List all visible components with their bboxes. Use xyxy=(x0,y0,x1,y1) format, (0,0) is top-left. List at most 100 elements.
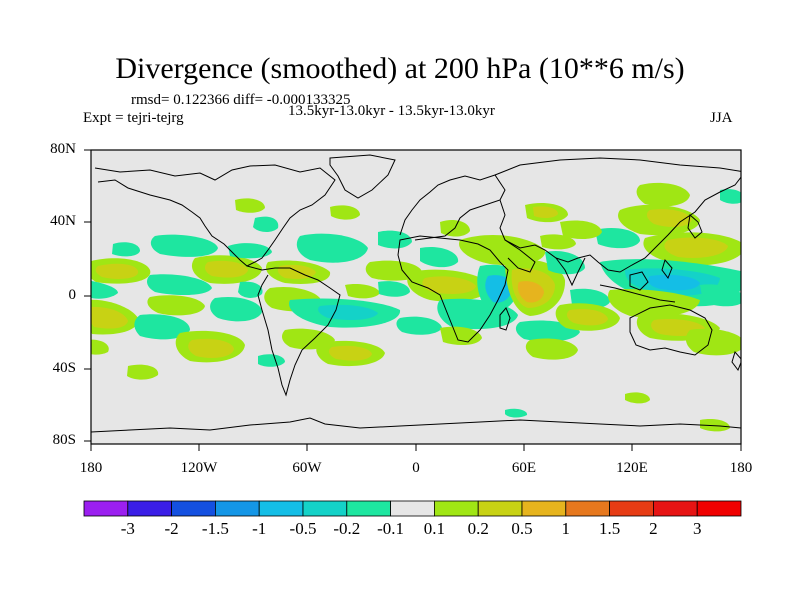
contour-pos xyxy=(685,328,741,356)
x-tick-label: 180 xyxy=(729,460,753,476)
contour-pos xyxy=(566,309,608,326)
colorbar-swatch xyxy=(609,500,654,517)
contour-pos xyxy=(365,260,422,281)
y-tick-label: 40N xyxy=(50,213,76,229)
contour-pos xyxy=(91,306,128,329)
coastline-madagascar xyxy=(499,307,511,331)
contour-pos xyxy=(646,209,692,228)
contour-neg xyxy=(378,281,410,297)
contour-neg xyxy=(720,189,741,204)
experiment-text: Expt = tejri-tejrg xyxy=(83,110,184,126)
coastline-arabia xyxy=(504,239,536,273)
coastline-asia xyxy=(494,157,741,273)
colorbar-swatch xyxy=(521,500,567,517)
colorbar-swatch xyxy=(258,500,304,517)
contour-pos xyxy=(625,392,650,404)
contour-pos xyxy=(345,283,380,299)
contour-neg xyxy=(91,280,118,299)
x-tick-label: 120W xyxy=(180,460,218,476)
colorbar-label: -1.5 xyxy=(201,519,229,538)
contour-pos xyxy=(636,182,690,207)
contour-pos xyxy=(517,281,544,303)
contour-neg xyxy=(147,274,212,296)
contour-neg xyxy=(150,234,218,257)
coastline-indonesia xyxy=(599,284,676,303)
coastline-antarctica xyxy=(91,417,741,433)
coastline-borneo xyxy=(629,271,649,291)
colorbar-label: 1 xyxy=(561,519,571,538)
contour-pos xyxy=(533,206,558,219)
colorbar-swatch xyxy=(214,500,260,517)
y-tick-label: 0 xyxy=(68,287,77,303)
contour-neg xyxy=(134,314,190,340)
axis-ticks xyxy=(84,149,742,451)
colorbar-swatch xyxy=(433,500,479,517)
colorbar-swatch xyxy=(696,500,742,517)
contour-pos xyxy=(422,276,476,294)
colorbar-swatch xyxy=(390,500,435,517)
contour-pos xyxy=(459,235,546,266)
colorbar-swatch xyxy=(127,500,173,517)
contour-pos xyxy=(127,364,159,380)
colorbar-swatch xyxy=(565,500,610,517)
y-tick-label: 80S xyxy=(52,432,76,448)
colorbar-label: -0.1 xyxy=(377,519,405,538)
colorbar-label: 0.2 xyxy=(467,519,489,538)
colorbar-label: 0.1 xyxy=(423,519,446,538)
contour-neg xyxy=(112,242,140,257)
stats-text: rmsd= 0.122366 diff= -0.000133325 xyxy=(131,92,351,108)
y-tick-label: 80N xyxy=(50,141,76,157)
contour-pos xyxy=(95,263,139,279)
colorbar-swatch xyxy=(302,500,348,517)
season-label: JJA xyxy=(710,110,733,126)
coastline-greenland xyxy=(329,154,396,199)
x-tick-label: 60E xyxy=(511,460,537,476)
contour-pos xyxy=(188,338,234,358)
coastline-australia xyxy=(629,304,713,356)
colorbar-swatch xyxy=(653,500,698,517)
coastline-africa xyxy=(397,235,509,343)
coastline-japan xyxy=(687,214,703,239)
colorbar-swatch xyxy=(477,500,523,517)
coastline-india xyxy=(555,257,586,287)
contour-pos xyxy=(525,338,578,360)
contour-neg xyxy=(420,246,459,268)
contour-neg xyxy=(396,316,442,335)
colorbar-swatch xyxy=(346,500,391,517)
y-tick-label: 40S xyxy=(52,360,76,376)
coastline-south-america xyxy=(246,265,341,397)
colorbar-swatch xyxy=(83,500,129,517)
contour-pos xyxy=(328,345,372,361)
chart-title: Divergence (smoothed) at 200 hPa (10**6 … xyxy=(115,52,685,85)
contour-neg xyxy=(258,354,285,367)
colorbar-label: 2 xyxy=(649,519,658,538)
contour-neg xyxy=(648,274,700,291)
x-tick-label: 120E xyxy=(616,460,648,476)
contour-pos xyxy=(608,289,700,318)
colorbar-label: 0.5 xyxy=(511,519,533,538)
colorbar-label: 3 xyxy=(692,519,702,538)
contour-neg xyxy=(238,281,263,298)
colorbar-label: -1 xyxy=(252,519,267,538)
contour-neg xyxy=(505,408,528,418)
colorbar-label: -0.2 xyxy=(333,519,361,538)
contour-pos xyxy=(235,198,265,213)
x-tick-label: 180 xyxy=(79,460,103,476)
contour-neg xyxy=(253,216,279,233)
contour-neg xyxy=(210,296,262,322)
contour-pos xyxy=(91,339,109,355)
contour-pos xyxy=(440,326,482,346)
contour-pos xyxy=(147,295,205,316)
colorbar-swatch xyxy=(171,500,216,517)
colorbar-label: -3 xyxy=(120,519,135,538)
contour-pos xyxy=(560,220,602,240)
contour-pos xyxy=(700,418,730,432)
subtitle: 13.5kyr-13.0kyr - 13.5kyr-13.0kyr xyxy=(288,103,495,119)
contour-fields xyxy=(91,182,741,432)
x-tick-label: 0 xyxy=(412,460,420,476)
coastline-new-zealand xyxy=(731,350,741,372)
contour-pos xyxy=(540,234,576,250)
colorbar-label: -2 xyxy=(164,519,179,538)
